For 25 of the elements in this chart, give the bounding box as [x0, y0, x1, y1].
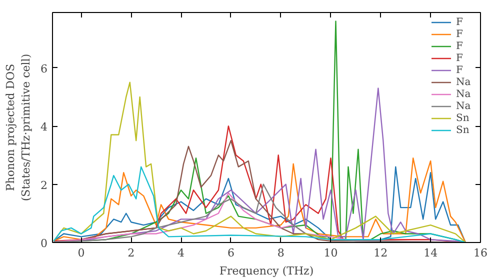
x-tick-label: 12 [374, 246, 388, 260]
y-tick-label: 0 [40, 237, 48, 250]
legend-label: F [456, 16, 464, 28]
legend-label: Sn [456, 124, 470, 136]
y-tick-label: 2 [40, 178, 48, 192]
x-tick-label: 8 [277, 246, 284, 260]
legend-label: F [456, 52, 464, 64]
legend-label: Sn [456, 112, 470, 124]
legend-label: F [456, 64, 464, 76]
legend-label: F [456, 28, 464, 40]
x-tick-label: 0 [78, 246, 85, 260]
y-tick-label: 4 [40, 120, 48, 134]
legend-label: Na [456, 88, 472, 100]
legend-label: F [456, 40, 464, 52]
legend-label: Na [456, 100, 472, 112]
x-tick-label: 6 [227, 246, 234, 260]
x-tick-label: 4 [178, 246, 185, 260]
x-tick-label: 16 [474, 246, 488, 260]
legend-label: Na [456, 76, 472, 88]
x-tick-label: 14 [424, 246, 438, 260]
x-tick-label: 10 [324, 246, 338, 260]
y-axis-title: Phonon projected DOS (States/THz·primitive cell) [4, 54, 32, 202]
x-axis-title: Frequency (THz) [219, 264, 314, 278]
y-tick-label: 6 [40, 62, 48, 76]
x-tick-label: 2 [128, 246, 135, 260]
